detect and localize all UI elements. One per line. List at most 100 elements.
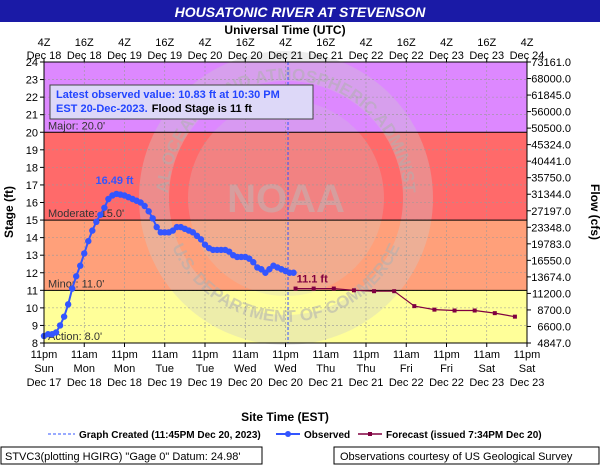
forecast-point: [412, 304, 417, 309]
flow-tick-label: 23348.0: [531, 222, 571, 234]
y-tick-label: 22: [26, 92, 38, 104]
observed-point: [60, 313, 68, 320]
forecast-point: [512, 314, 517, 319]
threshold-label-minor: Minor: 11.0': [48, 278, 104, 290]
flow-tick-label: 13674.0: [531, 272, 571, 284]
flow-tick-label: 56000.0: [531, 107, 571, 119]
y-tick-label: 21: [26, 110, 38, 122]
y-tick-label: 19: [26, 145, 38, 157]
flow-tick-label: 45324.0: [531, 140, 571, 152]
flow-tick-label: 4847.0: [537, 338, 571, 350]
top-tick-label: 16Z: [236, 37, 255, 49]
x-tick-label: 11pm: [192, 349, 219, 361]
x-tick-label: Sun: [34, 363, 54, 375]
forecast-point: [311, 286, 316, 291]
x-tick-label: 11pm: [31, 349, 58, 361]
top-tick-label: 16Z: [397, 37, 416, 49]
observed-point: [153, 223, 160, 231]
top-tick-label: 4Z: [440, 37, 453, 49]
x-tick-label: Dec 22: [389, 377, 424, 389]
top-tick-date: Dec 18: [27, 50, 62, 62]
x-tick-label: Wed: [274, 363, 296, 375]
x-tick-label: Wed: [234, 363, 256, 375]
callout-line-1: Latest observed value: 10.83 ft at 10:30…: [56, 89, 280, 101]
latest-observation-callout: Latest observed value: 10.83 ft at 10:30…: [49, 84, 314, 120]
observed-point: [145, 208, 152, 215]
legend: Graph Created (11:45PM Dec 20, 2023) Obs…: [48, 430, 542, 441]
top-tick-label: 4Z: [118, 37, 131, 49]
series-layer: 16.49 ft 11.1 ft: [40, 62, 517, 343]
observed-point: [250, 259, 257, 266]
x-tick-label: 11am: [473, 349, 500, 361]
top-tick-label: 16Z: [316, 37, 335, 49]
top-tick-label: 4Z: [279, 37, 292, 49]
flow-tick-label: 8700.0: [537, 305, 571, 317]
top-tick-date: Dec 24: [510, 50, 545, 62]
y-tick-label: 20: [26, 127, 38, 139]
x-tick-label: 11am: [312, 349, 339, 361]
x-tick-label: 11am: [232, 349, 259, 361]
y-tick-label: 12: [26, 268, 38, 280]
callout-line-2: EST 20-Dec-2023. Flood Stage is 11 ft: [56, 103, 252, 115]
observed-point: [52, 329, 60, 336]
observed-point: [149, 215, 156, 222]
callout-box: [49, 84, 314, 120]
x-tick-label: Dec 19: [188, 377, 223, 389]
top-tick-date: Dec 19: [147, 50, 182, 62]
observed-point: [89, 227, 96, 234]
x-tick-label: Dec 23: [510, 377, 545, 389]
y-tick-label: 17: [26, 180, 38, 192]
observed-point: [81, 250, 88, 257]
legend-observed-marker: [285, 431, 291, 437]
forecast-point: [372, 289, 377, 294]
forecast-point: [351, 288, 356, 293]
flow-tick-label: 19783.0: [531, 239, 571, 251]
top-tick-label: 4Z: [360, 37, 373, 49]
top-tick-date: Dec 19: [107, 50, 142, 62]
observed-peak-label: 16.49 ft: [95, 175, 133, 187]
x-tick-label: Fri: [400, 363, 413, 375]
observed-point: [56, 322, 64, 329]
top-axis-label: Universal Time (UTC): [224, 23, 345, 37]
y-tick-label: 14: [26, 233, 38, 245]
x-tick-label: Thu: [357, 363, 376, 375]
forecast-point: [331, 286, 336, 291]
top-tick-date: Dec 23: [429, 50, 464, 62]
callout-date: EST 20-Dec-2023.: [56, 103, 148, 115]
callout-flood-stage: Flood Stage is 11 ft: [152, 103, 253, 115]
y-axis-right-label: Flow (cfs): [588, 184, 600, 240]
threshold-label-major: Major: 20.0': [48, 120, 105, 132]
legend-forecast-marker: [368, 432, 372, 436]
forecast-point: [432, 307, 437, 312]
y-axis-label: Stage (ft): [2, 186, 16, 238]
top-tick-date: Dec 23: [469, 50, 504, 62]
x-tick-label: 11pm: [111, 349, 138, 361]
top-tick-date: Dec 22: [349, 50, 384, 62]
x-tick-label: Fri: [440, 363, 453, 375]
forecast-point: [492, 311, 497, 316]
x-tick-label: Dec 18: [67, 377, 102, 389]
flow-tick-label: 11200.0: [532, 288, 571, 300]
x-tick-label: 11pm: [433, 349, 460, 361]
observed-point: [93, 218, 100, 226]
flow-tick-label: 16550.0: [531, 255, 571, 267]
x-tick-label: Tue: [155, 363, 174, 375]
y-tick-label: 8: [32, 338, 38, 350]
top-tick-date: Dec 21: [308, 50, 343, 62]
y-tick-label: 15: [26, 215, 38, 227]
top-tick-date: Dec 20: [228, 50, 263, 62]
top-tick-label: 16Z: [75, 37, 94, 49]
top-tick-label: 4Z: [38, 37, 51, 49]
top-tick-label: 16Z: [155, 37, 174, 49]
observed-point: [64, 301, 72, 308]
watermark-ring: [139, 51, 433, 345]
y-tick-label: 24: [26, 57, 38, 69]
x-tick-label: Dec 21: [308, 377, 343, 389]
x-tick-label: Tue: [196, 363, 215, 375]
top-tick-date: Dec 20: [188, 50, 223, 62]
x-tick-label: 11am: [71, 349, 98, 361]
forecast-point: [392, 289, 397, 294]
observed-point: [73, 273, 80, 280]
flow-tick-label: 35750.0: [531, 173, 571, 185]
